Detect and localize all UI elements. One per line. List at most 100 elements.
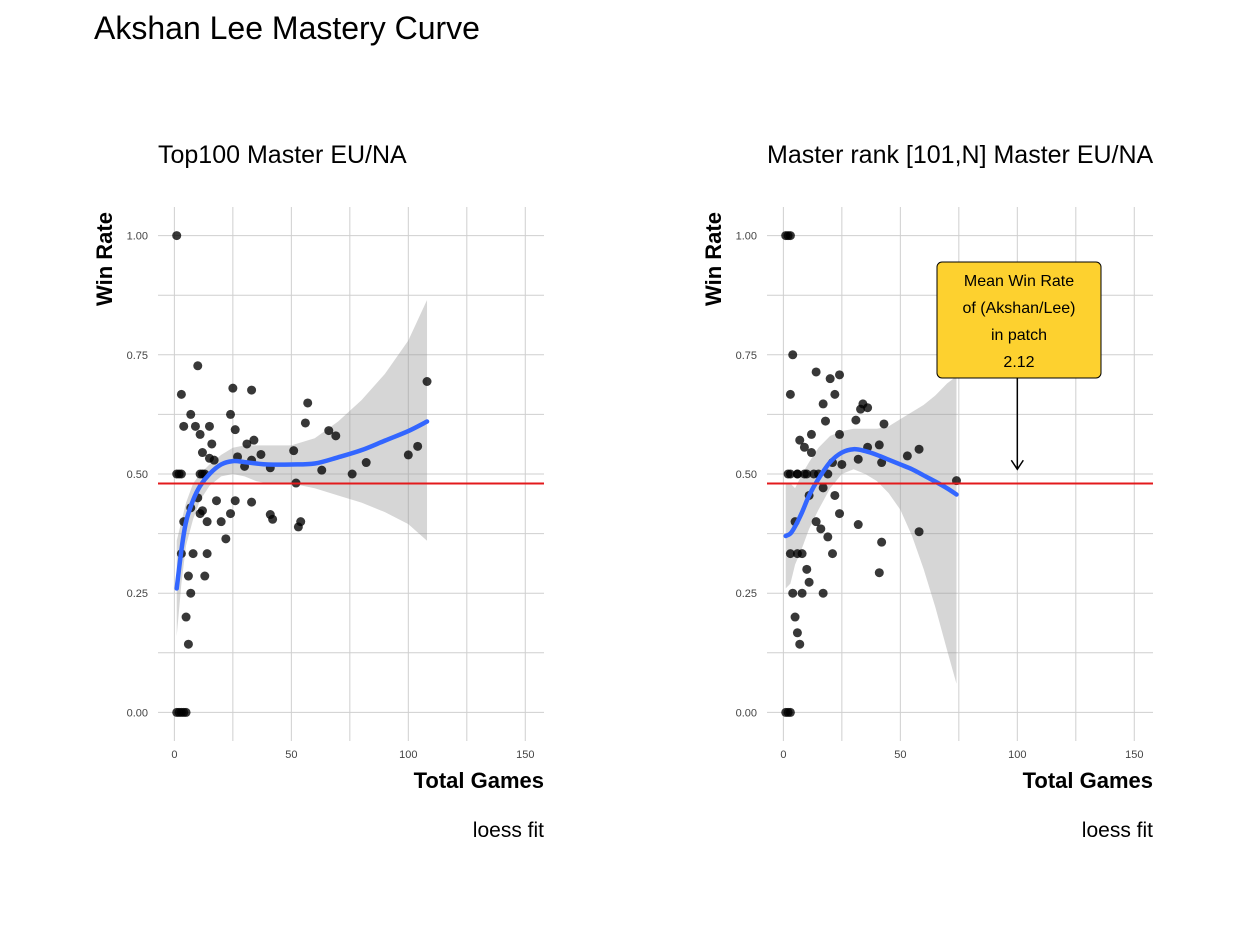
data-point [296, 517, 306, 527]
x-tick-label: 50 [894, 749, 906, 761]
data-point [256, 449, 266, 459]
data-point [193, 361, 203, 371]
data-point [792, 628, 802, 638]
panel-subtitle: Master rank [101,N] Master EU/NA [767, 141, 1154, 169]
confidence-band [785, 376, 957, 684]
data-point [802, 564, 812, 574]
panel-1: 0 50 100 150 0.00 0.25 0.50 0.75 1.00 Top100 Mast… [92, 141, 544, 842]
x-tick-label: 0 [780, 749, 786, 761]
y-tick-label: 0.50 [127, 469, 148, 481]
data-point [799, 442, 809, 452]
data-point [811, 517, 821, 527]
data-point [172, 231, 182, 241]
data-point [413, 441, 423, 451]
x-tick-label: 150 [516, 749, 534, 761]
data-point [242, 439, 252, 449]
data-point [228, 383, 238, 393]
data-point [211, 496, 221, 506]
y-axis-title: Win Rate [92, 212, 117, 306]
data-point [816, 524, 826, 534]
y-tick-label: 1.00 [736, 231, 757, 243]
data-point [785, 231, 795, 241]
data-point [403, 450, 413, 460]
data-point [853, 520, 863, 530]
x-tick-label: 100 [399, 749, 417, 761]
annotation-text: 2.12 [1003, 354, 1034, 371]
data-point [806, 429, 816, 439]
data-point [790, 612, 800, 622]
data-point [835, 509, 845, 519]
data-point [823, 532, 833, 542]
x-axis-title: Total Games [414, 768, 544, 793]
panel-2: 0 50 100 150 0.00 0.25 0.50 0.75 1.00 Mean Win Ra… [701, 141, 1154, 842]
data-point [186, 588, 196, 598]
data-point [818, 588, 828, 598]
data-point [202, 549, 212, 559]
y-axis-title: Win Rate [701, 212, 726, 306]
y-tick-label: 0.25 [736, 588, 757, 600]
data-point [788, 350, 798, 360]
data-point [785, 707, 795, 717]
data-point [181, 612, 191, 622]
confidence-band [176, 299, 428, 637]
data-point [226, 509, 236, 519]
data-point [190, 421, 200, 431]
data-point [317, 465, 327, 475]
data-point [795, 435, 805, 445]
data-point [795, 639, 805, 649]
data-point [837, 459, 847, 469]
chart-caption: loess fit [1082, 819, 1153, 842]
y-tick-label: 1.00 [127, 231, 148, 243]
data-point [785, 549, 795, 559]
data-point [289, 446, 299, 456]
x-tick-label: 150 [1125, 749, 1143, 761]
data-point [820, 416, 830, 426]
data-point [835, 370, 845, 380]
data-point [197, 506, 207, 516]
y-tick-label: 0.00 [736, 707, 757, 719]
data-point [877, 458, 887, 468]
data-point [221, 534, 231, 544]
x-tick-label: 0 [171, 749, 177, 761]
x-tick-label: 100 [1008, 749, 1026, 761]
data-point [202, 517, 212, 527]
data-point [197, 448, 207, 458]
y-tick-label: 0.75 [127, 350, 148, 362]
data-point [835, 429, 845, 439]
data-point [851, 415, 861, 425]
data-point [874, 440, 884, 450]
loess-fit-line [783, 446, 959, 539]
data-point [347, 469, 357, 479]
data-point [176, 389, 186, 399]
data-point [914, 444, 924, 454]
annotation-box [936, 261, 1102, 379]
data-point [874, 568, 884, 578]
data-point [853, 454, 863, 464]
data-point [247, 497, 257, 507]
data-point [268, 514, 278, 524]
x-axis-title: Total Games [1023, 768, 1153, 793]
data-point [200, 571, 210, 581]
data-point [797, 588, 807, 598]
y-tick-label: 0.25 [127, 588, 148, 600]
data-point [216, 517, 226, 527]
data-point [797, 549, 807, 559]
data-point [303, 398, 313, 408]
data-point [188, 549, 198, 559]
data-point [830, 490, 840, 500]
data-point [792, 469, 802, 479]
data-point [785, 389, 795, 399]
data-point [422, 377, 432, 387]
data-point [818, 399, 828, 409]
data-point [788, 588, 798, 598]
page-title: Akshan Lee Mastery Curve [94, 10, 480, 46]
data-point [249, 435, 259, 445]
data-point [226, 409, 236, 419]
data-point [183, 639, 193, 649]
data-point [176, 469, 186, 479]
data-point [902, 451, 912, 461]
data-point [207, 439, 217, 449]
annotation-text: of (Akshan/Lee) [963, 300, 1076, 317]
y-tick-label: 0.00 [127, 707, 148, 719]
